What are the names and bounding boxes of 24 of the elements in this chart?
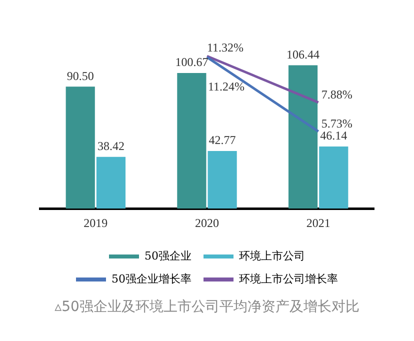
data-label: 100.67 (175, 55, 208, 70)
bar (96, 156, 126, 209)
data-label: 5.73% (321, 116, 352, 131)
data-label: 11.24% (208, 79, 245, 94)
bar (66, 86, 95, 209)
data-label: 7.88% (321, 88, 352, 102)
bar (288, 65, 318, 209)
legend-label: 50强企业增长率 (112, 272, 192, 286)
text: ▵50强企业及环境上市公司平均净资产及增长对比 (54, 298, 360, 316)
bar (177, 72, 206, 209)
data-label: 46.14 (320, 128, 348, 143)
data-label: 106.44 (286, 47, 320, 62)
bar (208, 150, 237, 209)
x-tick-label: 2019 (84, 216, 108, 230)
legend-label: 50强企业 (144, 249, 192, 262)
data-label: 42.77 (208, 133, 236, 148)
legend-label: 环境上市公司 (239, 249, 305, 262)
bar (319, 146, 348, 209)
data-label: 38.42 (97, 139, 124, 153)
x-tick-label: 2020 (195, 216, 219, 230)
legend-label: 环境上市公司增长率 (239, 272, 338, 286)
x-tick-label: 2021 (306, 216, 330, 230)
data-label: 90.50 (66, 68, 94, 83)
data-label: 11.32% (207, 40, 244, 54)
